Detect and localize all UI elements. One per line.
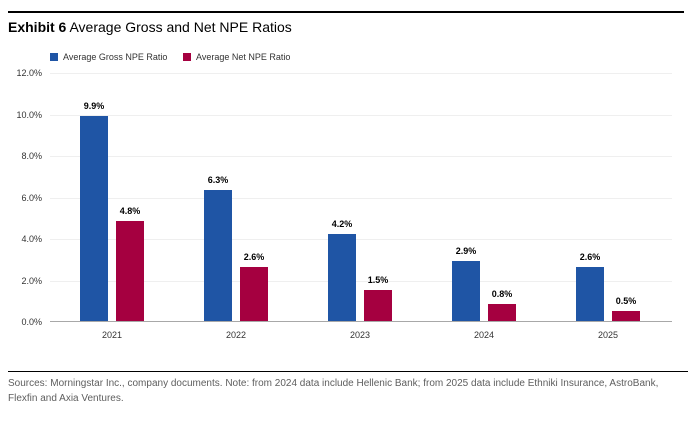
bar-net-2021 [116,221,144,321]
bar-value-label: 0.8% [491,289,513,299]
gross-legend-label: Average Gross NPE Ratio [63,52,168,62]
bar-gross-2022 [204,190,232,321]
exhibit-title-text: Average Gross and Net NPE Ratios [66,19,292,35]
bar-net-2023 [364,290,392,321]
bar-gross-2025 [576,267,604,321]
y-tick-label: 6.0% [21,192,42,203]
gridline [50,197,672,199]
bar-value-label: 0.5% [615,296,637,306]
x-tick-label: 2023 [349,330,371,340]
gridline [50,73,672,74]
plot-area: 9.9% 4.8% 2021 6.3% 2.6% 2022 4.2% 1.5% 2023 2.9%… [50,73,672,340]
y-tick-label: 2.0% [21,275,42,286]
gross-legend-swatch [50,53,58,61]
gridline [50,114,672,116]
exhibit-label: Exhibit 6 [8,19,67,35]
net-legend-label: Average Net NPE Ratio [196,52,291,62]
bar-gross-2023 [328,234,356,321]
bar-value-label: 2.6% [243,252,265,262]
bar-gross-2024 [452,261,480,321]
gridline [50,156,672,157]
bar-value-label: 4.2% [331,219,353,229]
x-tick-label: 2025 [597,330,619,340]
page-title: Exhibit 6 Average Gross and Net NPE Rati… [8,19,292,35]
x-axis-baseline [50,321,672,322]
bar-value-label: 4.8% [119,206,141,216]
bar-net-2025 [612,311,640,321]
y-tick-label: 8.0% [21,151,42,161]
bar-value-label: 2.6% [579,252,601,262]
y-tick-label: 12.0% [16,68,42,78]
bar-value-label: 2.9% [455,246,477,256]
bar-value-label: 9.9% [83,101,105,111]
footer-rule [8,371,688,372]
bar-gross-2021 [80,116,108,321]
x-tick-label: 2022 [225,330,247,340]
top-rule [8,11,684,13]
bar-net-2022 [240,267,268,321]
bar-net-2024 [488,304,516,321]
bar-value-label: 6.3% [207,175,229,185]
y-tick-label: 4.0% [21,234,42,244]
gridline [50,280,672,282]
source-note: Sources: Morningstar Inc., company docum… [8,378,659,404]
legend-item-gross: Average Gross NPE Ratio [50,52,167,62]
bar-value-label: 1.5% [367,275,389,285]
legend-item-net: Average Net NPE Ratio [183,52,290,62]
y-tick-label: 10.0% [16,109,42,120]
x-tick-label: 2024 [473,330,495,340]
net-legend-swatch [183,53,191,61]
y-tick-label: 0.0% [21,317,42,327]
x-tick-label: 2021 [101,330,123,340]
gridline [50,239,672,240]
